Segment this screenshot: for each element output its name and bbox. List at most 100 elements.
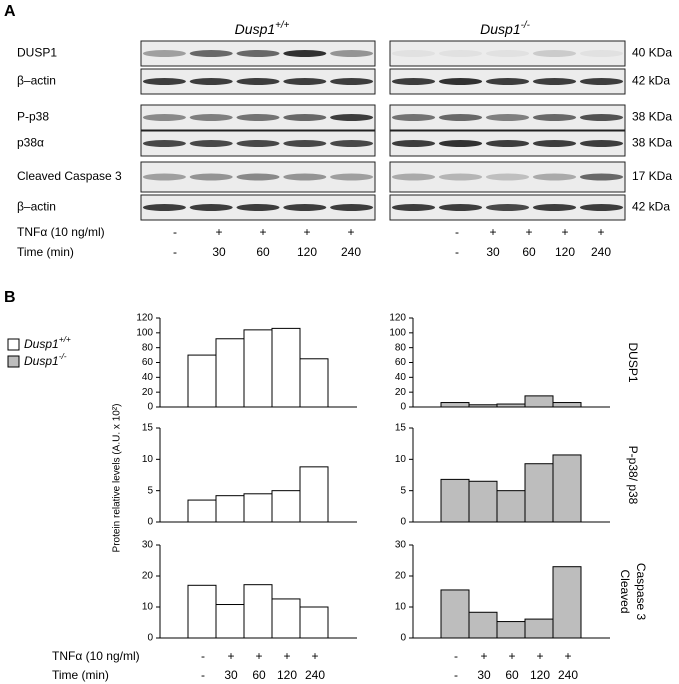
time-value: 120	[555, 245, 575, 259]
y-tick-label: 80	[395, 342, 407, 353]
tnf-mark: +	[489, 225, 496, 239]
blot-band	[391, 173, 436, 181]
time-value: 30	[477, 668, 491, 682]
bar	[468, 611, 498, 639]
blot-band	[579, 78, 624, 85]
time-value: 60	[256, 245, 270, 259]
blot-band	[579, 140, 624, 147]
legend-swatch	[7, 338, 20, 351]
row-label: Cleaved Caspase 3	[17, 169, 122, 183]
bar	[468, 480, 498, 523]
size-label: 42 kDa	[632, 200, 670, 214]
time-value: 30	[212, 245, 226, 259]
blot-band	[330, 114, 374, 121]
tnf-mark: -	[454, 649, 458, 663]
blot-band	[438, 50, 483, 57]
bar	[524, 463, 554, 523]
time-value: 60	[522, 245, 536, 259]
y-tick-label: 60	[395, 357, 407, 368]
y-tick-label: 10	[142, 602, 154, 613]
y-tick-label: 10	[395, 454, 407, 465]
y-tick-label: 40	[142, 372, 154, 383]
blot-band	[236, 50, 280, 57]
bar	[271, 490, 301, 523]
blot-band	[485, 50, 530, 57]
blot-band	[485, 173, 530, 181]
row-label: β–actin	[17, 200, 56, 214]
blot-band	[438, 114, 483, 121]
y-tick-label: 0	[147, 517, 153, 528]
blot-band	[438, 140, 483, 147]
blot-band	[236, 204, 280, 211]
y-tick-label: 0	[147, 633, 153, 644]
time-label: Time (min)	[17, 245, 74, 259]
genotype: Dusp1-/-	[24, 351, 67, 368]
panel-label: A	[4, 3, 16, 20]
blot-band	[189, 114, 233, 121]
bar	[187, 584, 217, 639]
y-tick-label: 15	[395, 423, 407, 434]
time-value: 240	[558, 668, 578, 682]
y-tick-label: 30	[395, 540, 407, 551]
blot-band	[283, 173, 327, 181]
blot-band	[579, 50, 624, 57]
tnf-mark: +	[303, 225, 310, 239]
size-label: 42 kDa	[632, 74, 670, 88]
blot-band	[485, 78, 530, 85]
genotype-name: Dusp1	[480, 21, 520, 37]
blot-band	[142, 204, 186, 211]
bar	[299, 358, 329, 408]
genotype-sup: +/+	[275, 20, 289, 31]
tnf-mark: +	[564, 649, 571, 663]
bar	[440, 589, 470, 639]
bar	[187, 354, 217, 408]
blot-band	[532, 204, 577, 211]
y-tick-label: 20	[142, 571, 154, 582]
y-tick-label: 30	[142, 540, 154, 551]
time-value: 240	[305, 668, 325, 682]
blot-band	[330, 204, 374, 211]
bar	[215, 495, 245, 523]
genotype-sup: +/+	[59, 334, 71, 344]
bar	[552, 566, 582, 639]
bar	[524, 395, 554, 408]
row-title: DUSP1	[626, 342, 640, 382]
y-tick-label: 100	[136, 327, 153, 338]
tnf-label: TNFα (10 ng/ml)	[17, 225, 105, 239]
blot-band	[532, 140, 577, 147]
tnf-mark: +	[227, 649, 234, 663]
blot-band	[532, 78, 577, 85]
y-tick-label: 20	[395, 387, 407, 398]
genotype: Dusp1-/-	[480, 20, 530, 37]
bar	[440, 402, 470, 408]
blot-band	[236, 173, 280, 181]
y-tick-label: 10	[395, 602, 407, 613]
bar	[215, 338, 245, 408]
tnf-mark: +	[508, 649, 515, 663]
blot-frame	[389, 40, 626, 67]
genotype-name: Dusp1	[235, 21, 275, 37]
y-tick-label: 5	[147, 485, 153, 496]
row-label: β–actin	[17, 74, 56, 88]
genotype: Dusp1+/+	[235, 20, 290, 37]
blot-band	[391, 78, 436, 85]
genotype: Dusp1+/+	[24, 334, 71, 351]
blot-band	[391, 204, 436, 211]
bar	[299, 466, 329, 523]
bar	[215, 604, 245, 639]
time-value: 120	[297, 245, 317, 259]
blot-band	[532, 173, 577, 181]
time-value: 60	[505, 668, 519, 682]
blot-band	[438, 78, 483, 85]
tnf-mark: +	[347, 225, 354, 239]
bar	[243, 493, 273, 523]
time-value: 240	[591, 245, 611, 259]
y-tick-label: 0	[400, 633, 406, 644]
row-label: P-p38	[17, 110, 49, 124]
bar	[271, 327, 301, 408]
time-value: 30	[486, 245, 500, 259]
bar	[468, 404, 498, 408]
blot-band	[142, 173, 186, 181]
time-value: -	[173, 245, 177, 259]
blot-band	[579, 204, 624, 211]
